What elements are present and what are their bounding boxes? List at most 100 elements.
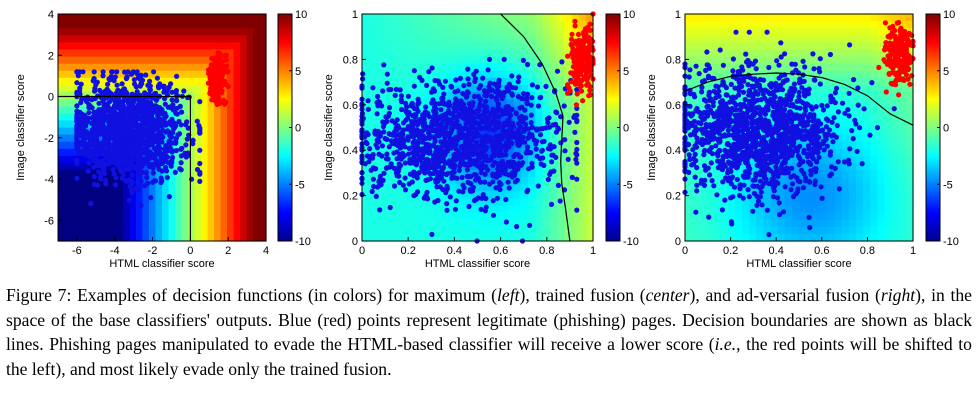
legitimate-point: [75, 90, 81, 96]
heatmap-cell: [491, 63, 500, 72]
heatmap-cell: [233, 191, 241, 200]
legitimate-point: [539, 148, 545, 154]
heatmap-cell: [412, 35, 421, 43]
legitimate-point: [375, 128, 381, 134]
heatmap-cell: [90, 42, 98, 51]
heatmap-cell: [412, 233, 421, 242]
heatmap-cell: [542, 49, 551, 58]
heatmap-cell: [233, 219, 241, 228]
legitimate-point: [397, 145, 403, 151]
legitimate-point: [168, 81, 174, 87]
legitimate-point: [120, 137, 126, 143]
heatmap-cell: [97, 134, 105, 143]
heatmap-cell: [233, 134, 241, 143]
heatmap-cell: [240, 198, 248, 207]
heatmap-cell: [90, 35, 98, 43]
heatmap-cell: [259, 42, 267, 51]
heatmap-cell: [233, 120, 241, 129]
heatmap-cell: [97, 191, 105, 200]
heatmap-cell: [142, 56, 150, 65]
heatmap-cell: [398, 28, 406, 36]
heatmap-cell: [259, 162, 267, 171]
heatmap-cell: [201, 21, 209, 29]
heatmap-cell: [240, 14, 248, 22]
heatmap-cell: [227, 198, 235, 207]
heatmap-cell: [214, 226, 222, 235]
heatmap-cell: [253, 198, 261, 207]
legitimate-point: [545, 145, 551, 152]
heatmap-cell: [253, 127, 261, 136]
legitimate-point: [433, 127, 439, 133]
legitimate-point: [490, 179, 496, 185]
heatmap-cell: [240, 233, 248, 242]
legitimate-point: [429, 65, 435, 71]
heatmap-cell: [207, 191, 215, 200]
heatmap-cell: [90, 49, 98, 58]
heatmap-cell: [188, 148, 196, 157]
heatmap-cell: [64, 77, 72, 86]
heatmap-cell: [470, 226, 479, 235]
heatmap-cell: [201, 141, 209, 150]
heatmap-cell: [470, 42, 479, 51]
heatmap-cell: [84, 42, 92, 51]
heatmap-cell: [194, 56, 202, 65]
heatmap-cell: [259, 120, 267, 129]
heatmap-cell: [58, 49, 66, 58]
legitimate-point: [84, 115, 90, 121]
heatmap-cell: [549, 212, 558, 221]
heatmap-cell: [240, 212, 248, 221]
legitimate-point: [382, 135, 388, 142]
heatmap-cell: [110, 56, 118, 65]
legitimate-point: [455, 106, 461, 112]
y-tick-label: 0: [48, 92, 54, 104]
legitimate-point: [503, 196, 509, 203]
legitimate-point: [432, 166, 438, 172]
heatmap-cell: [513, 205, 522, 214]
heatmap-cell: [556, 49, 565, 58]
heatmap-cell: [426, 56, 435, 65]
legitimate-point: [401, 153, 407, 159]
heatmap-cell: [71, 212, 79, 221]
heatmap-cell: [434, 28, 443, 36]
legitimate-point: [498, 161, 504, 167]
heatmap-cell: [220, 233, 228, 242]
heatmap-cell: [246, 106, 254, 114]
heatmap-cell: [97, 226, 105, 235]
heatmap-cell: [412, 28, 421, 36]
heatmap-cell: [220, 226, 228, 235]
heatmap-cell: [369, 56, 378, 65]
heatmap-cell: [398, 70, 406, 79]
heatmap-cell: [220, 14, 228, 22]
legitimate-point: [400, 182, 406, 188]
legitimate-point: [456, 188, 462, 194]
legitimate-point: [392, 92, 398, 98]
legitimate-point: [500, 93, 506, 100]
heatmap-cell: [390, 70, 399, 79]
heatmap-cell: [463, 28, 471, 36]
heatmap-cell: [220, 148, 228, 157]
heatmap-cell: [240, 177, 248, 185]
heatmap-cell: [369, 212, 378, 221]
heatmap-cell: [162, 42, 170, 51]
heatmap-cell: [455, 14, 464, 22]
legitimate-point: [466, 203, 472, 210]
heatmap-cell: [542, 191, 551, 200]
heatmap-cell: [578, 106, 587, 114]
legitimate-point: [151, 69, 157, 75]
legitimate-point: [494, 195, 500, 201]
legitimate-point: [514, 223, 520, 230]
heatmap-cell: [564, 233, 572, 242]
heatmap-cell: [155, 99, 163, 107]
heatmap-cell: [181, 184, 189, 192]
heatmap-cell: [194, 42, 202, 51]
heatmap-cell: [214, 191, 222, 200]
heatmap-cell: [390, 99, 399, 107]
heatmap-cell: [77, 184, 85, 192]
heatmap-cell: [71, 184, 79, 192]
heatmap-cell: [253, 120, 261, 129]
legitimate-point: [432, 199, 438, 205]
heatmap-cell: [227, 155, 235, 164]
heatmap-cell: [571, 184, 580, 192]
heatmap-cell: [463, 212, 471, 221]
heatmap-cell: [405, 28, 414, 36]
